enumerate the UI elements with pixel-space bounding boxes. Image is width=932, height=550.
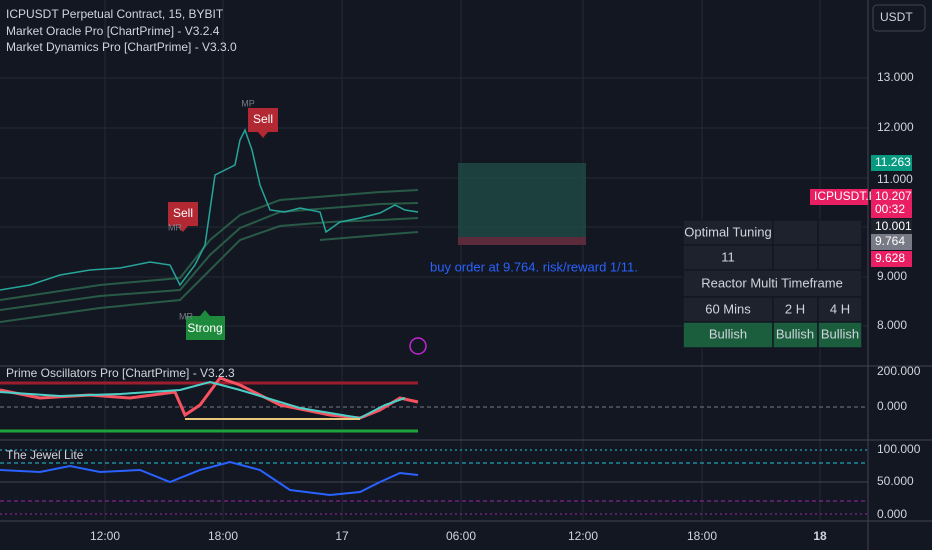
sell-label: Sell — [253, 112, 273, 126]
badge — [871, 219, 912, 235]
table-cell: Reactor Multi Timeframe — [701, 275, 843, 290]
badge — [871, 155, 912, 171]
table-cell: 2 H — [785, 301, 805, 316]
badge-text: 00:32 — [875, 202, 905, 216]
time-tick: 12:00 — [90, 529, 120, 543]
badge — [810, 189, 868, 205]
table-cell: Bullish — [776, 326, 814, 341]
badge-text: 11.263 — [875, 155, 911, 169]
jewel-tick: 50.000 — [877, 474, 914, 488]
badge-text: 10.207 — [875, 189, 912, 203]
badge-text: 9.628 — [875, 251, 905, 265]
target-zone — [458, 163, 586, 237]
price-line — [0, 128, 419, 291]
price-tick: 8.000 — [877, 318, 907, 332]
table-cell: Optimal Tuning — [684, 224, 771, 239]
tuning-table — [682, 219, 863, 349]
time-tick: 17 — [335, 529, 349, 543]
strong-signal — [186, 310, 225, 340]
price-tick: 11.000 — [877, 172, 913, 186]
table-cell: 4 H — [830, 301, 850, 316]
symbol-title: ICPUSDT Perpetual Contract, 15, BYBIT — [6, 7, 224, 21]
sell-label: Sell — [173, 206, 193, 220]
indicator-title: Market Dynamics Pro [ChartPrime] - V3.3.… — [6, 40, 237, 54]
sell-signal — [248, 108, 278, 138]
osc-tick: 200.000 — [877, 364, 921, 378]
jewel-line — [0, 460, 419, 497]
mr-label: MR — [168, 222, 182, 232]
annotation: buy order at 9.764. risk/reward 1/11. — [430, 259, 638, 274]
badge — [871, 251, 912, 267]
table-cell: 60 Mins — [705, 301, 751, 316]
currency-button[interactable] — [872, 4, 926, 32]
time-tick: 12:00 — [568, 529, 598, 543]
trend-bands — [0, 189, 419, 323]
time-tick: 18:00 — [208, 529, 238, 543]
table-cell: Bullish — [821, 326, 859, 341]
icon[interactable] — [409, 337, 427, 355]
oscillator-line — [0, 380, 406, 420]
pane-title: Prime Oscillators Pro [ChartPrime] - V3.… — [6, 366, 235, 380]
table-cell: 11 — [721, 249, 735, 264]
time-tick: 18:00 — [687, 529, 717, 543]
price-tick: 12.000 — [877, 120, 914, 134]
badge — [871, 189, 912, 218]
jewel-tick: 100.000 — [877, 442, 921, 456]
price-tick: 13.000 — [877, 70, 914, 84]
badge-text: ICPUSDT.P — [814, 189, 877, 203]
indicator-title: Market Oracle Pro [ChartPrime] - V3.2.4 — [6, 24, 220, 38]
stop-zone — [458, 237, 586, 245]
time-tick: 18 — [813, 529, 827, 543]
osc-tick: 0.000 — [877, 399, 907, 413]
jewel-tick: 0.000 — [877, 507, 907, 521]
grid — [0, 0, 868, 520]
price-tick: 9.000 — [877, 269, 907, 283]
badge-text: 10.001 — [875, 219, 912, 233]
time-tick: 06:00 — [446, 529, 476, 543]
table-cell: Bullish — [709, 326, 747, 341]
mp-label: MP — [241, 98, 255, 108]
currency: USDT — [880, 10, 913, 24]
mr-label: MR — [179, 311, 193, 321]
sell-signal — [168, 202, 198, 232]
oscillator-line — [0, 376, 419, 420]
pane-title: The Jewel Lite — [6, 448, 84, 462]
badge-text: 9.764 — [875, 234, 905, 248]
badge — [871, 234, 912, 250]
strong-label: Strong — [187, 321, 222, 335]
